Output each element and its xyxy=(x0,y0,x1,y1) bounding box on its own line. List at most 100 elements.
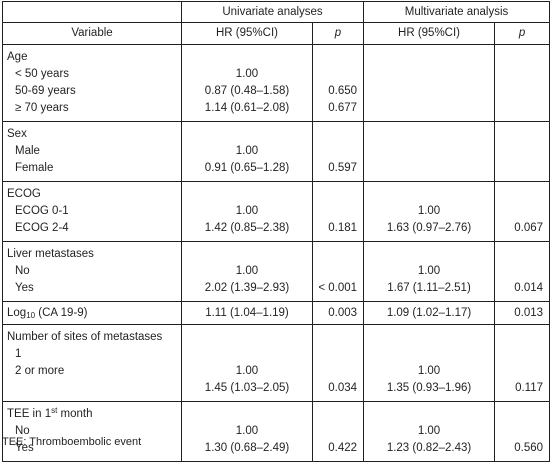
variable-group-mp-cell xyxy=(494,44,551,122)
variable-group-mhr-cell xyxy=(363,44,496,122)
log-univariate-hr: 1.11 (1.04–1.19) xyxy=(181,301,313,325)
variable-level-mp: 0.014 xyxy=(514,282,544,294)
tee-heading-sup: st xyxy=(51,406,58,415)
variable-level-up xyxy=(317,203,357,220)
sites-multivariate-p-value: 0.117 xyxy=(515,382,544,394)
sites-spacer xyxy=(7,380,177,397)
variable-group-mhr-cell: 1.00 1.63 (0.97–2.76) xyxy=(363,181,496,242)
variable-level-uhr: 1.00 xyxy=(235,265,259,277)
variable-group-row: Liver metastases No Yes 1.00 2.02 (1.39–2.93… xyxy=(2,241,551,302)
variable-group-up-cell: 0.597 xyxy=(311,121,365,182)
sites-labels: Number of sites of metastases 1 2 or mor… xyxy=(2,324,182,402)
variable-level-up: 0.181 xyxy=(328,222,358,234)
header-empty-cell xyxy=(2,1,182,23)
variable-level-up xyxy=(317,263,357,280)
sites-option-1: 1 xyxy=(15,348,22,360)
variable-group-up-cell: < 0.001 xyxy=(311,241,365,302)
sites-row: Number of sites of metastases 1 2 or mor… xyxy=(2,324,551,402)
variable-group-mhr-cell xyxy=(363,121,496,182)
sites-multivariate-hr: 1.00 1.35 (0.93–1.96) xyxy=(363,324,496,402)
log-ca199-label: Log10 (CA 19-9) xyxy=(2,301,182,325)
variable-level-uhr: 0.87 (0.48–1.58) xyxy=(204,85,290,97)
variable-group-heading: Sex xyxy=(7,128,27,140)
variable-group-up-cell: 0.650 0.677 xyxy=(311,44,365,122)
variable-group-mp-cell xyxy=(494,121,551,182)
variable-level-label: ECOG 2-4 xyxy=(15,222,69,234)
variable-level-label: Female xyxy=(15,162,54,174)
header-variable: Variable xyxy=(2,22,182,45)
variable-group-mp-cell: 0.067 xyxy=(494,181,551,242)
variable-level-up xyxy=(317,143,357,160)
variable-level-mp xyxy=(499,143,543,160)
variable-level-mp xyxy=(499,160,543,177)
log-suffix: (CA 19-9) xyxy=(35,307,88,319)
variable-group-row: Sex Male Female 1.00 0.91 (0.65–1.28) 0.597 xyxy=(2,121,551,182)
variable-group-labels: Age < 50 years 50-69 years ≥ 70 years xyxy=(2,44,182,122)
variable-level-up: 0.597 xyxy=(328,162,358,174)
log-univariate-p: 0.003 xyxy=(311,301,365,325)
variable-level-mhr: 1.67 (1.11–2.51) xyxy=(387,282,471,294)
sites-multivariate-hr-1: 1.00 xyxy=(417,365,441,377)
sites-multivariate-hr-2: 1.35 (0.93–1.96) xyxy=(386,382,472,394)
variable-group-labels: Liver metastases No Yes xyxy=(2,241,182,302)
tee-heading: TEE in 1st month xyxy=(7,406,93,421)
sites-option-2: 2 or more xyxy=(15,365,65,377)
variable-level-uhr: 2.02 (1.39–2.93) xyxy=(204,282,290,294)
table-footnote: TEE: Thromboembolic event xyxy=(2,436,142,448)
tee-multivariate-p: 0.560 xyxy=(494,401,551,462)
header-univariate-p: p xyxy=(311,22,365,45)
variable-group-labels: ECOG ECOG 0-1 ECOG 2-4 xyxy=(2,181,182,242)
header-multivariate: Multivariate analysis xyxy=(363,1,551,23)
header-multivariate-hr: HR (95%CI) xyxy=(363,22,496,45)
variable-level-mhr xyxy=(364,83,494,100)
tee-labels: TEE in 1st month No Yes xyxy=(2,401,182,462)
variable-group-mp-cell: 0.014 xyxy=(494,241,551,302)
variable-level-mp xyxy=(499,100,543,117)
log-multivariate-hr: 1.09 (1.02–1.17) xyxy=(363,301,496,325)
variable-level-label: < 50 years xyxy=(15,68,70,80)
variable-level-mp xyxy=(499,66,543,83)
variable-level-label: No xyxy=(15,265,30,277)
variable-group-uhr-cell: 1.00 0.91 (0.65–1.28) xyxy=(181,121,313,182)
variable-group-uhr-cell: 1.00 0.87 (0.48–1.58) 1.14 (0.61–2.08) xyxy=(181,44,313,122)
sites-univariate-hr-1: 1.00 xyxy=(235,365,259,377)
header-multivariate-p: p xyxy=(494,22,551,45)
variable-group-labels: Sex Male Female xyxy=(2,121,182,182)
variable-level-mp xyxy=(499,83,543,100)
variable-group-mhr-cell: 1.00 1.67 (1.11–2.51) xyxy=(363,241,496,302)
sites-univariate-p: 0.034 xyxy=(311,324,365,402)
variable-level-label: 50-69 years xyxy=(15,85,76,97)
tee-row: TEE in 1st month No Yes 1.00 1.30 (0.68–… xyxy=(2,401,551,462)
variable-level-mp xyxy=(499,203,543,220)
header-univariate-hr: HR (95%CI) xyxy=(181,22,313,45)
variable-level-up: < 0.001 xyxy=(318,282,358,294)
variable-level-label: Yes xyxy=(15,282,34,294)
variable-group-up-cell: 0.181 xyxy=(311,181,365,242)
variable-level-up: 0.677 xyxy=(328,102,358,114)
variable-level-mhr xyxy=(364,160,494,177)
variable-group-row: ECOG ECOG 0-1 ECOG 2-4 1.00 1.42 (0.85–2.38)… xyxy=(2,181,551,242)
header-univariate: Univariate analyses xyxy=(180,1,365,23)
variable-level-label: Male xyxy=(15,145,40,157)
log-ca199-row: Log10 (CA 19-9) 1.11 (1.04–1.19) 0.003 1… xyxy=(2,301,551,325)
header-row-groups: Univariate analyses Multivariate analysi… xyxy=(2,1,551,23)
tee-option-no: No xyxy=(15,425,30,437)
variable-group-uhr-cell: 1.00 2.02 (1.39–2.93) xyxy=(181,241,313,302)
variable-level-up xyxy=(317,66,357,83)
variable-level-mhr: 1.00 xyxy=(417,265,441,277)
variable-level-uhr: 1.14 (0.61–2.08) xyxy=(204,102,290,114)
sites-univariate-p-value: 0.034 xyxy=(328,382,358,394)
variable-level-uhr: 1.00 xyxy=(235,68,259,80)
variable-group-heading: ECOG xyxy=(7,188,41,200)
variable-level-mp: 0.067 xyxy=(514,222,544,234)
variable-level-mhr: 1.63 (0.97–2.76) xyxy=(386,222,472,234)
variable-group-heading: Age xyxy=(7,51,28,63)
variable-level-mp xyxy=(499,263,543,280)
tee-multivariate-hr: 1.00 1.23 (0.82–2.43) xyxy=(363,401,496,462)
variable-level-label: ≥ 70 years xyxy=(15,102,69,114)
variable-groups: Age < 50 years 50-69 years ≥ 70 years 1.00 0.… xyxy=(2,44,551,302)
variable-group-row: Age < 50 years 50-69 years ≥ 70 years 1.00 0.… xyxy=(2,44,551,122)
log-base: 10 xyxy=(26,311,36,320)
sites-heading: Number of sites of metastases xyxy=(7,331,163,343)
